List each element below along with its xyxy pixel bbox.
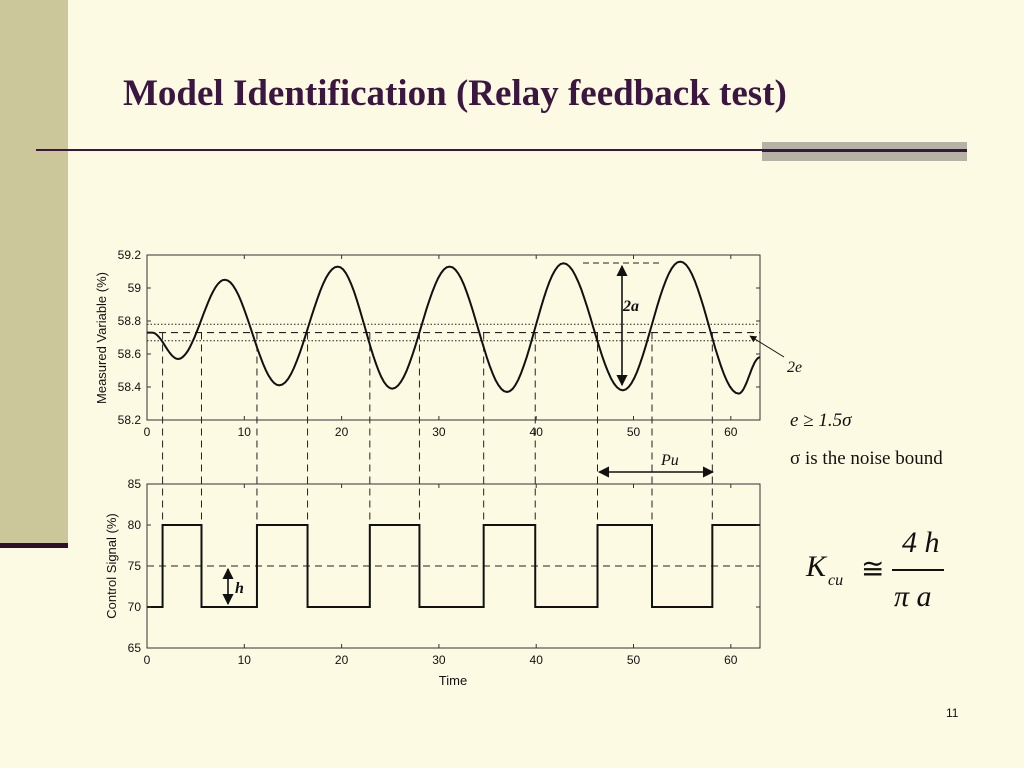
slide-title: Model Identification (Relay feedback tes… (123, 73, 787, 114)
x-tick-label: 30 (432, 653, 446, 667)
x-tick-label: 50 (627, 425, 641, 439)
y-tick-label: 58.4 (118, 380, 142, 394)
title-rule-accent-line (762, 149, 967, 152)
control-signal-curve (147, 524, 760, 608)
x-tick-label: 20 (335, 425, 349, 439)
y-tick-label: 75 (128, 559, 142, 573)
y-tick-label: 70 (128, 600, 142, 614)
hysteresis-pointer (749, 335, 785, 358)
y-tick-label: 65 (128, 641, 142, 655)
gain-subscript: cu (828, 572, 844, 589)
period-label: Pu (660, 452, 679, 469)
y-tick-label: 59.2 (118, 248, 142, 262)
y-tick-label: 58.6 (118, 347, 142, 361)
approx-equal-symbol: ≅ (861, 554, 885, 585)
y-tick-label: 80 (128, 518, 142, 532)
x-tick-label: 0 (144, 653, 151, 667)
measured-variable-curve (147, 260, 761, 395)
x-tick-label: 0 (144, 425, 151, 439)
bottom-y-ticks: 85 80 75 70 65 (128, 477, 760, 655)
y-tick-label: 85 (128, 477, 142, 491)
title-rule (36, 149, 966, 151)
hysteresis-label: 2e (787, 359, 802, 376)
noise-note: σ is the noise bound (790, 448, 943, 469)
x-tick-label: 30 (432, 425, 446, 439)
hysteresis-condition: e ≥ 1.5σ (790, 410, 852, 431)
relay-height-label: h (235, 580, 244, 597)
amplitude-label: 2a (622, 298, 639, 315)
x-tick-label: 10 (238, 425, 252, 439)
fraction-denominator: π a (894, 580, 932, 613)
ultimate-gain-equation: K cu ≅ 4 h π a (804, 524, 954, 620)
x-tick-label: 20 (335, 653, 349, 667)
top-crossing-markers (162, 332, 713, 525)
y-tick-label: 58.8 (118, 314, 142, 328)
bottom-y-axis-label: Control Signal (%) (104, 513, 119, 619)
top-plot-frame (146, 254, 761, 421)
top-y-ticks: 59.2 59 58.8 58.6 58.4 58.2 (118, 248, 760, 427)
fraction-numerator: 4 h (902, 526, 940, 559)
x-tick-label: 40 (530, 425, 544, 439)
bottom-x-ticks: 0 10 20 30 40 50 60 (144, 484, 738, 667)
y-tick-label: 58.2 (118, 413, 142, 427)
side-band (0, 0, 68, 548)
top-y-axis-label: Measured Variable (%) (94, 272, 109, 404)
x-tick-label: 60 (724, 653, 738, 667)
gain-symbol: K (806, 550, 827, 583)
x-tick-label: 40 (530, 653, 544, 667)
x-tick-label: 50 (627, 653, 641, 667)
side-band-underline (0, 543, 68, 548)
x-tick-label: 60 (724, 425, 738, 439)
x-tick-label: 10 (238, 653, 252, 667)
y-tick-label: 59 (128, 281, 142, 295)
bottom-x-axis-label: Time (439, 673, 467, 688)
top-x-ticks: 0 10 20 30 40 50 60 (144, 255, 738, 439)
page-number: 11 (946, 706, 959, 720)
fraction-bar (892, 569, 944, 571)
